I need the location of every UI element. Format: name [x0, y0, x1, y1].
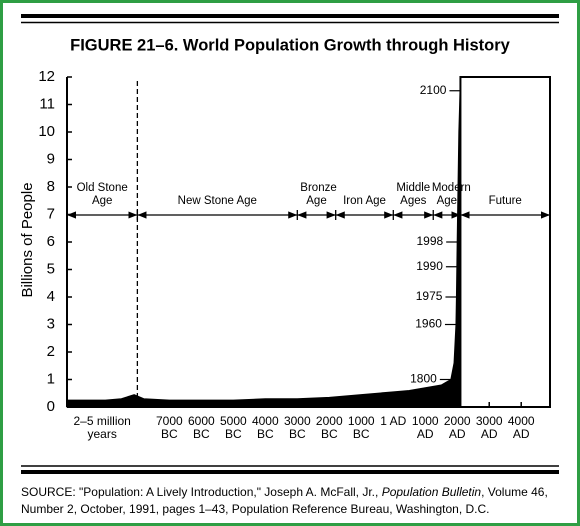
- x-tick-label: 3000 BC: [283, 414, 311, 441]
- chart: FIGURE 21–6. World Population Growth thr…: [19, 14, 559, 474]
- y-tick-label: 5: [47, 260, 55, 277]
- x-tick-label: 6000 BC: [187, 414, 215, 441]
- period-box: Old Stone Age: [67, 3, 137, 208]
- y-tick-label: 11: [39, 95, 55, 112]
- period-label: Future: [488, 195, 522, 207]
- y-tick-label: 0: [47, 398, 55, 415]
- period-box: Iron Age: [336, 3, 394, 208]
- x-tick-label: 4000 BC: [251, 414, 279, 441]
- period-box: Modern Age: [431, 3, 471, 208]
- x-region-label: 2–5 million years: [73, 414, 131, 441]
- y-tick-label: 10: [38, 123, 55, 140]
- source-text: SOURCE: "Population: A Lively Introducti…: [21, 485, 382, 499]
- y-axis-label: Billions of People: [19, 182, 36, 297]
- x-tick-label: 1000 BC: [347, 414, 375, 441]
- period-box: Middle Ages: [393, 3, 433, 208]
- x-tick-label: 4000 AD: [507, 414, 535, 441]
- y-tick-label: 7: [47, 205, 55, 222]
- source-note: SOURCE: "Population: A Lively Introducti…: [21, 484, 566, 518]
- period-label: Iron Age: [343, 195, 386, 207]
- annotation-label: 1990: [416, 259, 443, 273]
- y-tick-label: 9: [47, 150, 55, 167]
- y-tick-label: 6: [47, 233, 55, 250]
- y-tick-label: 2: [47, 343, 55, 360]
- annotation-label: 1960: [415, 317, 442, 331]
- y-tick-label: 12: [38, 68, 55, 85]
- period-label: Middle Ages: [396, 182, 431, 207]
- y-tick-label: 4: [47, 288, 55, 305]
- y-tick-label: 3: [47, 315, 55, 332]
- annotation-label: 1800: [410, 372, 437, 386]
- x-tick-label: 7000 BC: [155, 414, 183, 441]
- x-tick-label: 5000 BC: [219, 414, 247, 441]
- x-tick-label: 2000 AD: [443, 414, 471, 441]
- x-tick-label: 2000 BC: [315, 414, 343, 441]
- period-box: Future: [460, 3, 550, 208]
- period-label: Modern Age: [431, 182, 471, 207]
- period-box: New Stone Age: [137, 3, 297, 208]
- x-tick-label: 1000 AD: [411, 414, 439, 441]
- annotation-label: 1975: [416, 289, 443, 303]
- period-label: Bronze Age: [300, 182, 337, 207]
- x-tick-label: 3000 AD: [475, 414, 503, 441]
- period-box: Bronze Age: [297, 3, 337, 208]
- y-tick-label: 1: [47, 370, 55, 387]
- future-box: [459, 76, 551, 408]
- source-text: Population Bulletin: [381, 485, 482, 499]
- chart-title: FIGURE 21–6. World Population Growth thr…: [70, 36, 511, 54]
- x-tick-label: 1 AD: [380, 414, 407, 428]
- period-label: New Stone Age: [177, 195, 257, 207]
- y-tick-label: 8: [47, 178, 55, 195]
- annotation-label: 1998: [416, 234, 443, 248]
- period-label: Old Stone Age: [76, 182, 128, 207]
- source-text: , Volume 46, Number 2, October, 1991, pa…: [21, 485, 548, 516]
- annotation-label: 2100: [420, 83, 447, 97]
